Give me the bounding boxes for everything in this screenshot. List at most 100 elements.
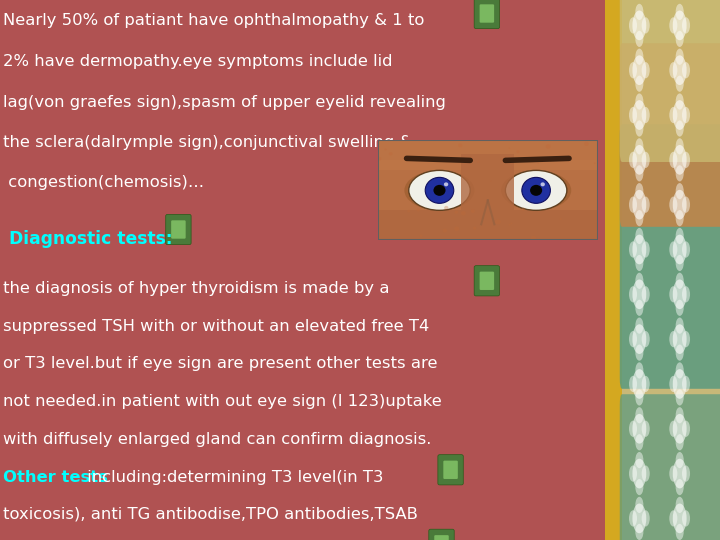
Ellipse shape [675,228,684,244]
Ellipse shape [632,280,647,309]
Ellipse shape [642,107,649,123]
Ellipse shape [635,434,644,450]
FancyBboxPatch shape [166,214,191,245]
Ellipse shape [377,157,382,161]
Ellipse shape [629,107,637,123]
Ellipse shape [682,331,690,347]
Ellipse shape [675,318,684,334]
Ellipse shape [632,369,647,399]
Ellipse shape [514,207,516,208]
Ellipse shape [672,10,687,40]
Ellipse shape [635,524,644,540]
Ellipse shape [675,255,684,271]
Ellipse shape [629,510,637,526]
Ellipse shape [560,218,562,220]
Ellipse shape [682,376,690,392]
Ellipse shape [635,93,644,110]
Ellipse shape [408,159,410,161]
Ellipse shape [670,331,678,347]
Bar [622,0,720,540]
Ellipse shape [642,17,649,33]
Ellipse shape [675,300,684,316]
Text: congestion(chemosis)…: congestion(chemosis)… [3,176,204,191]
Ellipse shape [682,465,690,482]
Ellipse shape [635,76,644,92]
Ellipse shape [672,324,687,354]
Ellipse shape [682,197,690,213]
FancyBboxPatch shape [480,4,494,23]
Ellipse shape [632,55,647,85]
Ellipse shape [675,362,684,379]
Ellipse shape [632,190,647,219]
Ellipse shape [635,210,644,226]
Ellipse shape [642,510,649,526]
Text: the diagnosis of hyper thyroidism is made by a: the diagnosis of hyper thyroidism is mad… [3,281,390,296]
Ellipse shape [635,4,644,20]
Ellipse shape [522,177,550,204]
Ellipse shape [675,93,684,110]
Ellipse shape [682,62,690,78]
Ellipse shape [682,17,690,33]
Bar [378,160,598,210]
Ellipse shape [670,465,678,482]
FancyBboxPatch shape [620,124,720,389]
FancyBboxPatch shape [620,0,720,162]
Ellipse shape [675,76,684,92]
Ellipse shape [675,434,684,450]
Ellipse shape [632,503,647,534]
Ellipse shape [584,141,589,146]
Ellipse shape [642,152,649,168]
Ellipse shape [642,286,649,302]
Ellipse shape [642,465,649,482]
Ellipse shape [675,183,684,199]
Ellipse shape [629,17,637,33]
Ellipse shape [675,31,684,47]
Text: Other tests: Other tests [3,470,108,485]
Ellipse shape [420,235,423,237]
Ellipse shape [642,241,649,258]
Ellipse shape [632,414,647,443]
Ellipse shape [682,107,690,123]
Ellipse shape [632,145,647,175]
Ellipse shape [530,185,542,196]
Ellipse shape [531,236,536,241]
Ellipse shape [670,286,678,302]
FancyBboxPatch shape [474,0,500,29]
Ellipse shape [675,138,684,154]
FancyBboxPatch shape [474,266,500,296]
FancyBboxPatch shape [480,272,494,290]
Ellipse shape [629,152,637,168]
Ellipse shape [670,510,678,526]
Ellipse shape [444,206,449,210]
Ellipse shape [675,407,684,423]
Ellipse shape [672,503,687,534]
Ellipse shape [672,280,687,309]
Ellipse shape [672,414,687,443]
Ellipse shape [672,234,687,264]
Ellipse shape [629,465,637,482]
Ellipse shape [632,234,647,264]
Ellipse shape [670,197,678,213]
Ellipse shape [635,389,644,406]
Text: the sclera(dalrymple sign),conjunctival swelling &: the sclera(dalrymple sign),conjunctival … [3,135,413,150]
Ellipse shape [477,161,479,163]
Ellipse shape [417,208,420,212]
Ellipse shape [594,162,595,164]
Ellipse shape [516,150,520,153]
Ellipse shape [635,345,644,361]
Ellipse shape [546,144,551,148]
FancyBboxPatch shape [171,220,186,239]
Ellipse shape [675,389,684,406]
Text: Diagnostic tests:: Diagnostic tests: [3,230,173,247]
Text: Nearly 50% of patiant have ophthalmopathy & 1 to: Nearly 50% of patiant have ophthalmopath… [3,14,424,29]
Ellipse shape [443,228,447,232]
Ellipse shape [632,10,647,40]
Ellipse shape [635,273,644,289]
Ellipse shape [682,286,690,302]
Ellipse shape [670,62,678,78]
Text: not needed.in patient with out eye sign (I 123)uptake: not needed.in patient with out eye sign … [3,394,442,409]
Ellipse shape [675,4,684,20]
Ellipse shape [490,180,492,182]
Ellipse shape [635,31,644,47]
Ellipse shape [537,163,539,164]
